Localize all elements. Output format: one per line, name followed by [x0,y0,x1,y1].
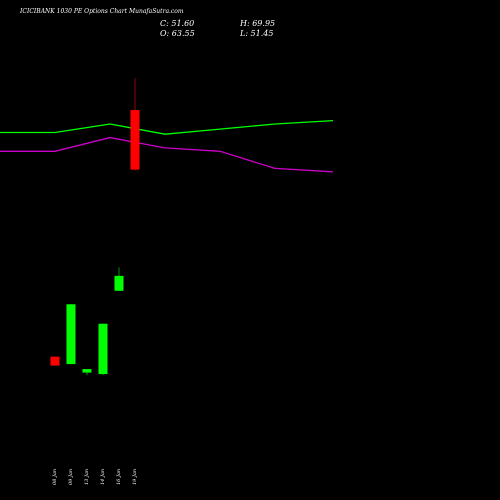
x-tick-label: 16 Jan [116,468,122,485]
x-tick-label: 13 Jan [84,468,90,485]
candle-2 [66,304,76,365]
high-label: H: 69.95 [240,19,276,28]
close-label: C: 51.60 [160,19,195,28]
low-label: L: 51.45 [240,29,274,38]
candle-6 [130,110,140,170]
candle-4 [98,323,108,375]
x-tick-label: 08 Jan [52,468,58,485]
open-label: O: 63.55 [160,29,195,38]
chart-title: ICICIBANK 1030 PE Options Chart MunafaSu… [20,8,184,15]
overlay-line-2 [0,136,334,173]
overlay-line-1 [0,119,334,135]
x-tick-label: 19 Jan [132,468,138,485]
x-tick-label: 09 Jan [68,468,74,485]
x-tick-label: 14 Jan [100,468,106,485]
candle-5 [114,275,124,291]
candle-3 [82,369,92,373]
candle-1 [50,356,60,366]
